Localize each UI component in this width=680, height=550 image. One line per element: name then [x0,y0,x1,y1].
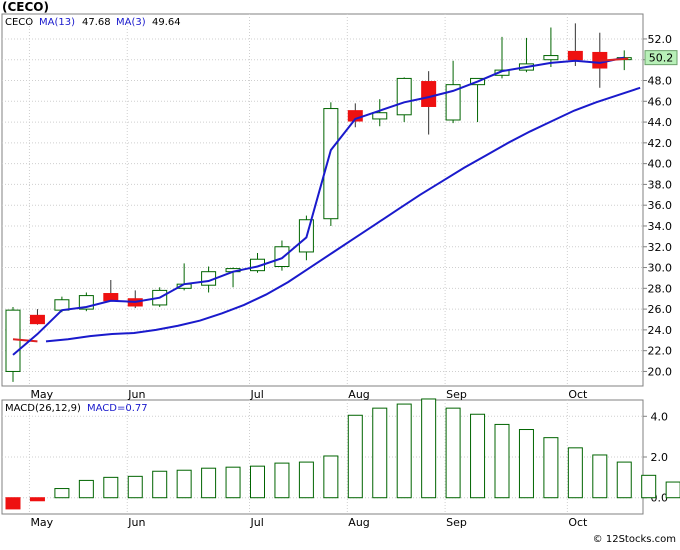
macd-bar [225,466,241,499]
macd-bar [250,465,265,499]
price-tick-label: 20.0 [648,365,673,378]
macd-bar [29,497,45,502]
candle-body [421,81,437,107]
macd-bar [616,461,632,499]
price-tick-label: 30.0 [648,262,673,275]
candle-body [372,112,388,120]
candle-body [274,246,290,268]
macd-bar [372,407,388,499]
macd-bar [54,488,70,499]
macd-bar [665,481,680,499]
macd-bar [103,476,119,499]
price-tick-label: 38.0 [648,178,673,191]
month-label: May [30,388,53,401]
month-label-macd: Jun [127,516,145,529]
month-label-macd: Sep [446,516,467,529]
candle-body [29,314,45,325]
candle-body [323,108,339,220]
price-tick-label: 22.0 [648,345,673,358]
macd-bar [5,497,21,510]
price-panel-frame [1,13,644,387]
price-tick-label: 46.0 [648,95,673,108]
price-tick-label: 52.0 [648,33,673,46]
macd-bar [641,474,657,499]
watermark: © 12Stocks.com [593,534,676,545]
candle-body [567,50,583,61]
price-tick-label: 48.0 [648,75,673,88]
month-label: Sep [446,388,467,401]
price-tick-label: 32.0 [648,241,673,254]
candle-body [396,77,412,116]
macd-bar [176,469,192,499]
macd-tick-label: 4.0 [651,410,669,423]
macd-bar [445,407,461,499]
month-label-macd: Oct [568,516,588,529]
macd-tick-label: 2.0 [651,451,669,464]
macd-bar [152,470,168,499]
macd-bar [347,414,363,499]
ma3-line [12,56,625,356]
macd-label: MACD(26,12,9) [5,403,81,414]
ma13-line-start [12,338,38,343]
macd-bar [323,455,339,499]
macd-bar [518,429,534,499]
month-label: Oct [568,388,588,401]
macd-bar [201,467,217,499]
candle-body [494,69,510,76]
ma3-line-end [599,57,629,62]
macd-bar [470,413,486,499]
last-price-tag-box [644,50,678,66]
price-tick-label: 44.0 [648,116,673,129]
macd-bar [592,454,608,499]
macd-value-label: MACD=0.77 [87,403,148,414]
legend-ma3-value: 49.64 [152,17,181,28]
month-label-macd: Jul [250,516,264,529]
price-tick-label: 40.0 [648,158,673,171]
price-tick-label: 24.0 [648,324,673,337]
month-label-macd: Aug [348,516,369,529]
macd-bar [78,479,94,499]
macd-bar [421,398,437,499]
ma13-line [45,86,641,343]
month-label-macd: May [30,516,53,529]
month-label: Jun [127,388,145,401]
legend-ma13-label: MA(13) [39,17,75,28]
macd-bar [298,461,314,499]
macd-bar [567,447,583,499]
candle-body [103,293,119,302]
price-tick-label: 36.0 [648,199,673,212]
legend-ma13-value: 47.68 [82,17,111,28]
month-label: Aug [348,388,369,401]
candle-body [445,84,461,121]
price-tick-label: 34.0 [648,220,673,233]
last-price-tag: 50.2 [649,52,674,65]
price-tick-label: 26.0 [648,303,673,316]
legend-ticker: CECO [5,17,33,28]
candle-body [543,55,559,61]
price-tick-label: 28.0 [648,282,673,295]
macd-bar [127,475,143,499]
candle-body [5,309,21,372]
price-tick-label: 42.0 [648,137,673,150]
macd-bar [396,403,412,499]
macd-bar [274,462,290,499]
macd-bar [494,423,510,499]
chart-title: (CECO) [2,0,49,14]
macd-bar [543,437,559,499]
month-label: Jul [250,388,264,401]
legend-ma3-label: MA(3) [116,17,146,28]
